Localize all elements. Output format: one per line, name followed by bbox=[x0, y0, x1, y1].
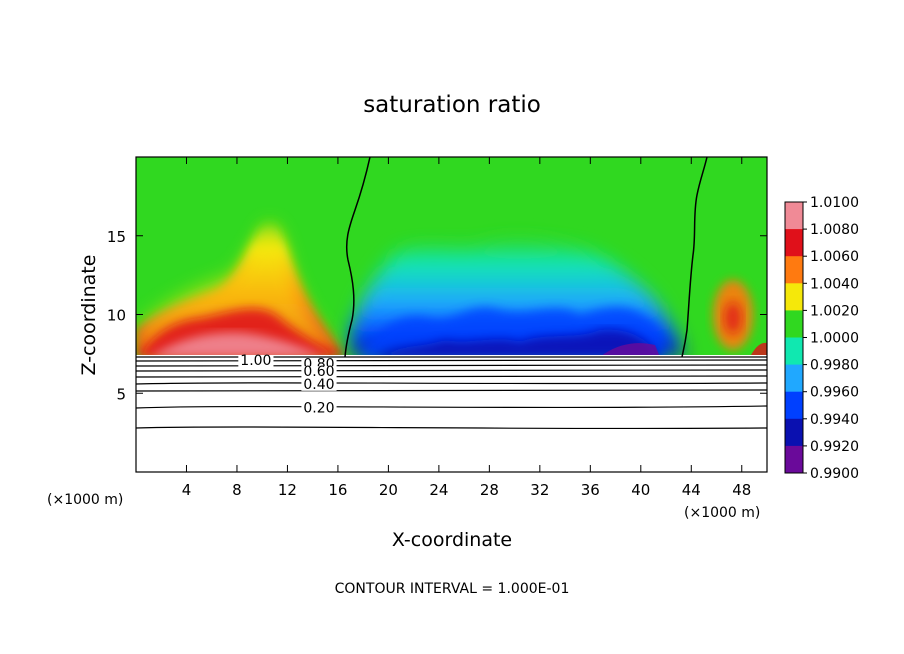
y-tick-label: 15 bbox=[107, 228, 126, 246]
y-axis: 5 10 15 bbox=[107, 228, 767, 403]
colorbar-label: 1.0080 bbox=[810, 222, 859, 238]
x-tick-label: 48 bbox=[732, 481, 751, 499]
y-tick-label: 5 bbox=[116, 385, 126, 403]
colorbar-label: 1.0060 bbox=[810, 249, 859, 265]
x-tick-label: 20 bbox=[379, 481, 398, 499]
contour-labels: 1.00 0.800.600.400.20 bbox=[238, 353, 337, 416]
unsaturated-region bbox=[136, 355, 767, 472]
contour-line bbox=[681, 157, 708, 358]
contour-label: 1.00 bbox=[240, 353, 271, 369]
colorbar-swatch bbox=[785, 391, 803, 420]
colorbar-label: 0.9980 bbox=[810, 358, 859, 374]
colorbar: 1.0100 1.0080 1.0060 1.0040 1.0020 1.0000 0.99… bbox=[784, 195, 859, 482]
colorbar-swatch bbox=[785, 337, 803, 366]
x-axis-label: X-coordinate bbox=[392, 529, 512, 551]
colorbar-swatch bbox=[785, 283, 803, 311]
colorbar-swatch bbox=[785, 364, 803, 393]
contour-label: 0.40 bbox=[303, 377, 334, 393]
colorbar-label: 0.9900 bbox=[810, 466, 859, 482]
colorbar-label: 1.0000 bbox=[810, 331, 859, 347]
colorbar-label: 1.0040 bbox=[810, 276, 859, 292]
x-tick-label: 12 bbox=[278, 481, 297, 499]
lower-contours bbox=[136, 356, 767, 430]
contour-label-bg bbox=[301, 366, 337, 379]
x-tick-label: 4 bbox=[182, 481, 192, 499]
x-axis: 4 8 12 16 20 24 28 32 36 40 44 48 bbox=[182, 157, 751, 499]
x-tick-label: 36 bbox=[581, 481, 600, 499]
x-unit-left: (×1000 m) bbox=[47, 492, 123, 508]
colorbar-swatch bbox=[785, 418, 803, 447]
contour-line bbox=[344, 157, 371, 358]
plot-area bbox=[136, 157, 767, 472]
colorbar-swatch bbox=[785, 310, 803, 338]
colorbar-label: 1.0100 bbox=[810, 195, 859, 211]
x-tick-label: 8 bbox=[232, 481, 242, 499]
colorbar-swatch bbox=[785, 256, 803, 284]
contour-label-bg bbox=[301, 378, 337, 391]
colorbar-label: 0.9920 bbox=[810, 439, 859, 455]
x-tick-label: 28 bbox=[480, 481, 499, 499]
saturation-field bbox=[136, 157, 767, 357]
x-tick-label: 24 bbox=[429, 481, 448, 499]
y-tick-label: 10 bbox=[107, 307, 126, 325]
x-tick-label: 40 bbox=[631, 481, 650, 499]
contour-interval-note: CONTOUR INTERVAL = 1.000E-01 bbox=[335, 581, 570, 597]
chart-title: saturation ratio bbox=[363, 92, 541, 118]
colorbar-swatch bbox=[785, 229, 803, 257]
colorbar-swatch bbox=[785, 202, 803, 230]
contour-label-bg bbox=[238, 355, 274, 368]
colorbar-label: 0.9960 bbox=[810, 385, 859, 401]
x-tick-label: 44 bbox=[682, 481, 701, 499]
colorbar-label: 0.9940 bbox=[810, 412, 859, 428]
x-tick-label: 16 bbox=[328, 481, 347, 499]
contour-label-bg bbox=[301, 402, 337, 415]
contour-label: 0.60 bbox=[303, 364, 334, 380]
contour-label: 0.20 bbox=[303, 400, 334, 416]
x-tick-label: 32 bbox=[530, 481, 549, 499]
y-axis-label: Z-coordinate bbox=[78, 255, 100, 376]
x-unit-right: (×1000 m) bbox=[684, 505, 760, 521]
colorbar-swatch bbox=[785, 445, 803, 474]
colorbar-label: 1.0020 bbox=[810, 303, 859, 319]
